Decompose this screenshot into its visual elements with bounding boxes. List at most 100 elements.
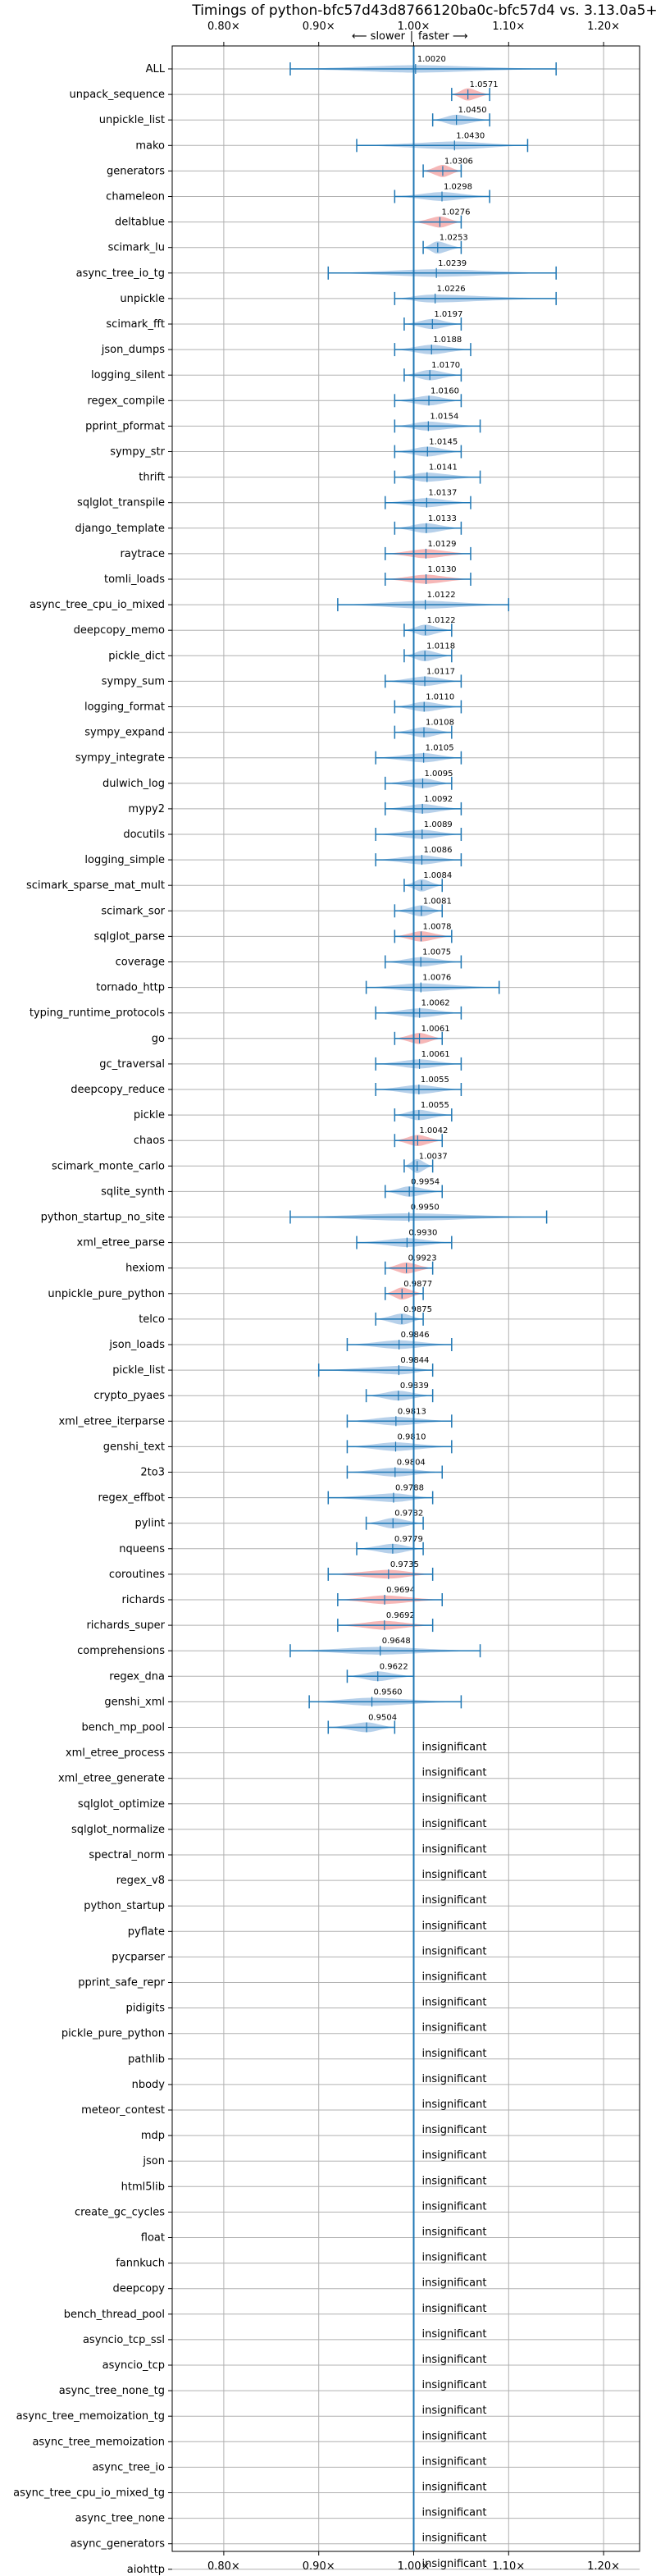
benchmark-xml_etree_iterparse: 0.9813 <box>346 1407 453 1428</box>
value-label: 1.0081 <box>423 897 452 906</box>
benchmark-sqlglot_parse: 1.0078 <box>394 922 453 943</box>
value-label: 0.9560 <box>374 1688 403 1697</box>
row-label-pylint: pylint <box>134 1518 165 1530</box>
benchmark-deltablue: 1.0276 <box>412 208 470 229</box>
value-label: 0.9810 <box>397 1432 426 1441</box>
value-label: 1.0117 <box>426 667 455 676</box>
row-label-bench_thread_pool: bench_thread_pool <box>64 2309 165 2321</box>
direction-separator: | <box>410 30 413 43</box>
benchmark-genshi_xml: 0.9560 <box>308 1688 462 1709</box>
benchmark-raytrace: 1.0129 <box>385 540 472 560</box>
value-label: 1.0160 <box>430 386 459 395</box>
value-label: 1.0188 <box>433 336 462 345</box>
value-label: 1.0571 <box>470 80 499 89</box>
top-tick-label: 0.80× <box>207 21 240 33</box>
row-label-sympy_expand: sympy_expand <box>84 727 165 739</box>
row-label-dulwich_log: dulwich_log <box>102 778 165 790</box>
benchmark-scimark_lu: 1.0253 <box>422 234 468 254</box>
value-label: 1.0137 <box>428 489 457 498</box>
row-label-sqlglot_optimize: sqlglot_optimize <box>78 1798 165 1811</box>
faster-label: faster ⟶ <box>418 30 468 43</box>
benchmark-tomli_loads: 1.0130 <box>385 565 472 586</box>
row-label-coroutines: coroutines <box>109 1569 165 1581</box>
insignificant-label: insignificant <box>422 1971 487 1984</box>
row-label-sqlglot_transpile: sqlglot_transpile <box>77 497 165 509</box>
row-label-async_generators: async_generators <box>71 2538 166 2551</box>
chart-title: Timings of python-bfc57d43d8766120ba0c-b… <box>191 2 656 19</box>
x-ticks: 0.80× 0.80× 0.90× 0.90× 1.00× 1.00× 1.10× 1.10×… <box>207 21 620 2573</box>
row-label-regex_effbot: regex_effbot <box>98 1492 165 1505</box>
row-label-nqueens: nqueens <box>119 1543 165 1555</box>
value-label: 1.0075 <box>422 948 451 957</box>
insignificant-label: insignificant <box>422 2149 487 2162</box>
row-label-async_tree_io_tg: async_tree_io_tg <box>76 267 165 280</box>
row-label-coverage: coverage <box>116 957 165 969</box>
value-label: 1.0129 <box>427 540 456 549</box>
row-label-unpack_sequence: unpack_sequence <box>69 89 165 101</box>
row-label-deepcopy: deepcopy <box>112 2283 165 2295</box>
direction-annotation: ⟵ slower | faster ⟶ <box>352 30 468 43</box>
insignificant-label: insignificant <box>422 2022 487 2035</box>
row-label-deepcopy_memo: deepcopy_memo <box>74 624 165 637</box>
insignificant-label: insignificant <box>422 2354 487 2366</box>
row-label-logging_simple: logging_simple <box>84 854 165 866</box>
benchmark-async_tree_cpu_io_mixed: 1.0122 <box>337 591 510 612</box>
benchmark-sympy_integrate: 1.0105 <box>375 744 462 765</box>
insignificant-label: insignificant <box>422 2124 487 2136</box>
value-label: 1.0095 <box>425 770 453 779</box>
benchmark-deepcopy_reduce: 1.0055 <box>375 1076 462 1096</box>
row-label-async_tree_cpu_io_mixed: async_tree_cpu_io_mixed <box>30 599 165 611</box>
row-label-asyncio_tcp_ssl: asyncio_tcp_ssl <box>83 2334 165 2346</box>
benchmark-ALL: 1.0020 <box>289 55 557 75</box>
top-tick-label: 0.90× <box>303 21 335 33</box>
row-label-pprint_safe_repr: pprint_safe_repr <box>78 1977 165 1989</box>
row-label-regex_v8: regex_v8 <box>116 1875 165 1887</box>
benchmark-django_template: 1.0133 <box>394 514 462 535</box>
insignificant-label: insignificant <box>422 2507 487 2519</box>
benchmark-scimark_sor: 1.0081 <box>394 897 452 918</box>
benchmark-bench_mp_pool: 0.9504 <box>327 1714 397 1734</box>
value-label: 0.9844 <box>400 1356 429 1365</box>
value-label: 0.9923 <box>408 1254 437 1263</box>
row-label-hexiom: hexiom <box>125 1263 165 1275</box>
row-label-create_gc_cycles: create_gc_cycles <box>75 2206 165 2218</box>
value-label: 1.0089 <box>424 820 453 829</box>
insignificant-label: insignificant <box>422 2430 487 2442</box>
row-label-sympy_sum: sympy_sum <box>102 675 165 687</box>
row-label-xml_etree_process: xml_etree_process <box>66 1747 165 1760</box>
benchmark-pickle_dict: 1.0118 <box>403 642 455 663</box>
row-label-chaos: chaos <box>134 1135 165 1147</box>
value-label: 1.0298 <box>444 183 472 192</box>
value-label: 1.0110 <box>426 693 454 702</box>
benchmark-pickle_list: 0.9844 <box>317 1356 434 1377</box>
value-label: 1.0084 <box>423 871 452 880</box>
value-label: 1.0197 <box>434 310 462 319</box>
row-label-chameleon: chameleon <box>106 191 165 203</box>
row-label-unpickle_list: unpickle_list <box>99 114 165 126</box>
benchmark-async_tree_io_tg: 1.0239 <box>327 259 557 280</box>
benchmark-richards_super: 0.9692 <box>337 1611 434 1633</box>
value-label: 1.0141 <box>429 464 458 473</box>
row-label-thrift: thrift <box>139 472 165 484</box>
row-label-logging_silent: logging_silent <box>91 369 165 381</box>
row-label-ALL: ALL <box>146 63 166 75</box>
benchmark-unpickle_pure_python: 0.9877 <box>385 1280 432 1300</box>
benchmark-pylint: 0.9782 <box>365 1510 424 1530</box>
row-label-tomli_loads: tomli_loads <box>104 573 165 586</box>
benchmark-json_dumps: 1.0188 <box>394 336 472 357</box>
row-label-pickle: pickle <box>134 1109 165 1121</box>
benchmark-docutils: 1.0089 <box>375 820 462 841</box>
value-label: 0.9648 <box>382 1637 411 1646</box>
value-label: 1.0154 <box>430 412 458 421</box>
value-label: 1.0122 <box>427 616 456 625</box>
benchmark-sympy_str: 1.0145 <box>394 438 462 459</box>
row-label-go: go <box>152 1033 165 1045</box>
row-label-spectral_norm: spectral_norm <box>89 1849 165 1861</box>
value-label: 1.0062 <box>421 999 450 1008</box>
benchmark-tornado_http: 1.0076 <box>365 974 500 994</box>
insignificant-label: insignificant <box>422 1945 487 1957</box>
row-label-async_tree_memoization_tg: async_tree_memoization_tg <box>16 2410 165 2423</box>
benchmark-pprint_pformat: 1.0154 <box>394 412 481 433</box>
insignificant-label: insignificant <box>422 1793 487 1805</box>
value-label: 0.9846 <box>401 1331 430 1340</box>
